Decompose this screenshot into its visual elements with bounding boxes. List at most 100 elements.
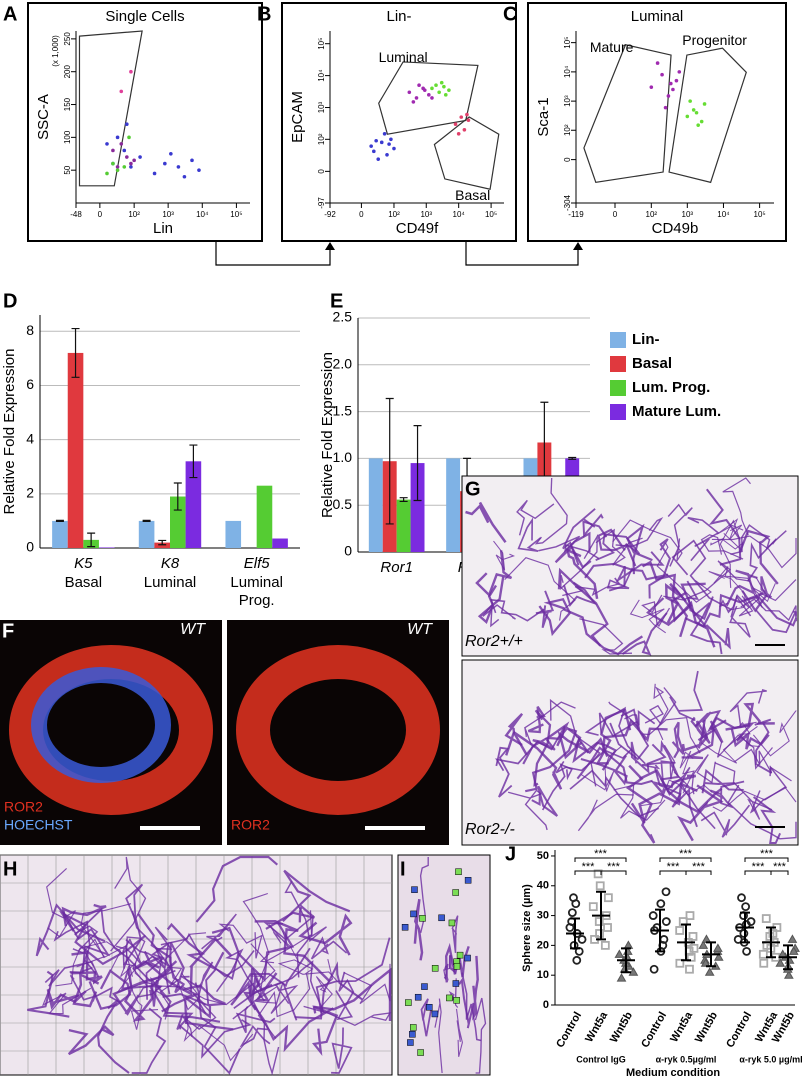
gate-arrow [215,241,331,266]
event-dot [129,69,133,74]
genotype-label: Ror2-/- [465,821,515,838]
duct-branch [694,709,727,733]
error-bar [385,397,394,525]
sphere-point [741,902,751,912]
branch-point [453,963,461,970]
mean-sd [779,944,797,971]
sphere-point [675,958,685,968]
event-dot [129,165,133,169]
error-bar [142,519,151,523]
x-tick-label: K5 [74,555,93,572]
bar [138,520,155,548]
event-dot [660,72,664,77]
significance-bracket [744,857,789,862]
genotype-label: WT [407,621,433,638]
duct-branch [669,670,704,722]
branch-point [409,1024,417,1031]
x-tick-label: Elf5 [244,555,271,572]
duct-branch [640,779,713,807]
duct-branch [650,774,697,796]
duct-branch [230,972,278,1006]
gate [668,47,747,184]
legend-label: Lum. Prog. [632,379,710,396]
duct-branch [282,869,351,923]
branch-point [464,954,471,962]
y-tick-label: 50 [63,165,72,174]
duct-branch [150,976,221,1023]
bar [446,458,461,552]
event-dot [387,142,391,146]
event-dot [649,85,654,89]
duct-branch [711,535,797,569]
event-dot [111,148,115,153]
duct-branch [562,508,596,566]
x-tick-label: 0 [613,210,618,219]
event-dot [138,155,142,159]
event-dot [434,83,438,88]
duct-branch [549,698,601,787]
sphere-point [675,926,685,935]
sphere-point [567,908,577,917]
mean-sd [677,923,695,962]
y-tick-label: -97 [317,197,326,209]
y-tick-label: 0 [317,169,326,174]
duct-branch [61,903,107,927]
branch-point [452,889,459,896]
branch-point [452,980,460,987]
bar [368,458,383,552]
duct-branch [136,957,163,998]
significance-label: *** [582,861,596,873]
event-dot [699,119,704,124]
duct-branch [465,501,507,543]
duct-branch [67,1025,115,1056]
stain-label: HOECHST [4,817,73,833]
sphere-point [698,940,709,949]
duct-branch [711,725,773,770]
y-axis-label: SSC-A [35,94,52,140]
significance-label: *** [773,861,787,873]
event-dot [453,122,458,127]
y-tick-label: 0 [563,157,572,162]
y-tick-label: 100 [63,130,72,144]
y-tick-label: 150 [63,97,72,111]
event-dot [694,110,699,115]
y-tick-label: 10³ [563,95,572,107]
x-tick-label: 10⁴ [453,210,466,219]
event-dot [125,122,129,127]
bar [185,461,202,548]
duct-branch [700,725,758,764]
sphere-point [614,949,625,958]
gate [78,30,143,187]
duct-branch [584,706,646,765]
event-dot [688,99,692,103]
event-dot [119,89,124,94]
x-tick-label: Ror1 [380,559,413,576]
duct-branch [687,516,720,562]
duct-branch [160,932,255,978]
duct-branch [577,793,634,832]
duct-branch [738,529,779,585]
duct-branch [455,1008,463,1057]
duct-branch [507,789,548,831]
group-label: Control IgG [576,1054,626,1064]
panel-frame [27,2,263,242]
sphere-point [758,949,768,959]
sphere-point [656,899,666,909]
duct-branch [127,971,159,1030]
event-dot [411,100,416,104]
x-axis-label: Medium condition [626,1067,720,1079]
branch-point [419,915,426,922]
event-dot [677,70,682,74]
x-category-sub: Luminal [144,574,197,591]
branch-point [464,877,472,884]
event-dot [379,140,384,145]
duct-branch [161,993,234,1031]
duct-branch [524,701,576,745]
duct-branch [53,920,93,974]
duct-branch [531,785,559,817]
duct-branch [472,955,479,1021]
duct-branch [144,937,233,996]
x-tick-label: 10² [646,210,658,219]
duct-branch [72,972,100,1008]
